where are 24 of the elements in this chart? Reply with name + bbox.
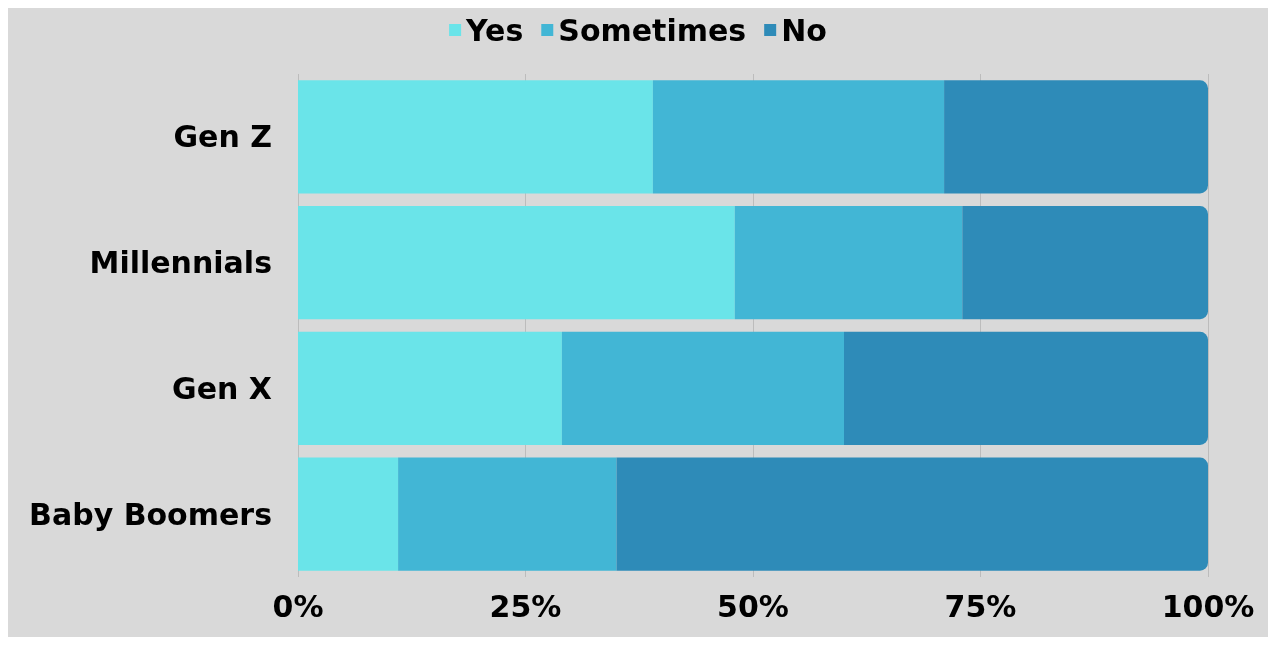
legend-label: Yes xyxy=(465,12,524,48)
x-tick-label: 75% xyxy=(944,588,1017,624)
y-tick-label: Baby Boomers xyxy=(29,496,272,532)
bar xyxy=(616,457,1208,571)
x-tick-label: 0% xyxy=(272,588,324,624)
bar xyxy=(944,80,1208,194)
bar xyxy=(298,80,653,194)
y-tick-label: Gen Z xyxy=(173,119,272,155)
bar xyxy=(962,206,1208,320)
legend-label: Sometimes xyxy=(558,12,747,48)
y-tick-label: Gen X xyxy=(172,370,272,406)
legend-label: No xyxy=(781,12,827,48)
bar xyxy=(652,80,945,194)
x-tick-label: 25% xyxy=(489,588,562,624)
x-tick-label: 100% xyxy=(1161,588,1255,624)
bar xyxy=(298,331,562,445)
x-tick-label: 50% xyxy=(717,588,789,624)
y-tick-label: Millennials xyxy=(89,245,272,281)
bar xyxy=(844,331,1208,445)
bar xyxy=(298,206,735,320)
bar xyxy=(298,457,399,571)
bar xyxy=(734,206,963,320)
bar xyxy=(398,457,617,571)
bar xyxy=(561,331,844,445)
